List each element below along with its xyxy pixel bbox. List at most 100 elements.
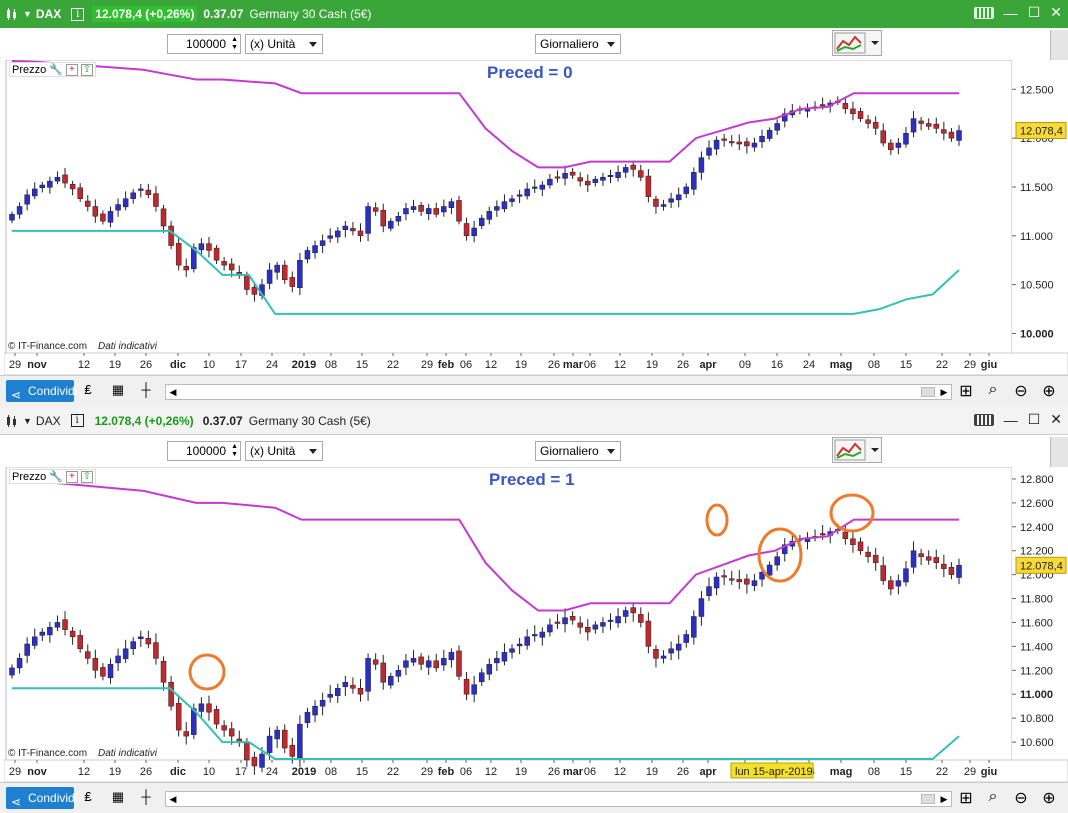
candle-body bbox=[638, 614, 644, 623]
minimize-icon[interactable]: — bbox=[1003, 411, 1018, 428]
calculator-icon[interactable]: ▦ bbox=[111, 382, 125, 397]
candle-body bbox=[122, 648, 129, 660]
scroll-right-icon[interactable]: ▶ bbox=[940, 794, 948, 804]
zoom-auto-icon[interactable]: ⌕ bbox=[988, 788, 998, 805]
preced-annotation: Preced = 0 bbox=[487, 63, 573, 82]
info-icon[interactable]: i bbox=[71, 7, 85, 21]
candle-body bbox=[281, 264, 288, 281]
indicators-button[interactable] bbox=[832, 30, 882, 56]
arrow-up-icon[interactable]: ⇧ bbox=[80, 470, 93, 483]
zoom-out-icon[interactable]: ⊖ bbox=[1014, 383, 1028, 400]
scroll-thumb[interactable] bbox=[921, 794, 935, 804]
candle-body bbox=[335, 230, 341, 238]
candle-body bbox=[251, 756, 258, 767]
zoom-out-icon[interactable]: ⊖ bbox=[1014, 790, 1028, 807]
zoom-in-icon[interactable]: ⊕ bbox=[1042, 383, 1056, 400]
close-icon[interactable]: ✕ bbox=[1050, 4, 1062, 20]
candle-body bbox=[683, 634, 690, 643]
share-button[interactable]: ⋖ Condividi bbox=[6, 787, 77, 809]
wrench-icon[interactable]: 🔧 bbox=[49, 64, 63, 76]
currency-icon[interactable]: ₤ bbox=[84, 382, 92, 397]
x-tick-label: 12 bbox=[614, 359, 626, 371]
indicators-button[interactable] bbox=[832, 437, 882, 463]
zoom-fit-icon[interactable]: ⊞ bbox=[959, 790, 973, 807]
x-tick-label: 19 bbox=[515, 766, 527, 778]
x-tick-label: 22 bbox=[387, 766, 399, 778]
timeframe-select[interactable]: Giornaliero bbox=[535, 34, 621, 54]
scroll-left-icon[interactable]: ◀ bbox=[169, 794, 177, 804]
chevron-down-icon[interactable]: ▼ bbox=[23, 9, 32, 19]
unit-select[interactable]: (x) Unità bbox=[245, 34, 323, 54]
scroll-thumb[interactable] bbox=[921, 387, 935, 397]
quantity-input[interactable]: 100000 ▲ ▼ bbox=[167, 34, 241, 54]
calculator-icon[interactable]: ▦ bbox=[111, 789, 125, 804]
maximize-icon[interactable]: ☐ bbox=[1027, 4, 1041, 20]
copyright-label: © IT-Finance.com bbox=[8, 748, 87, 759]
x-tick-label: dic bbox=[170, 359, 186, 371]
chart-canvas[interactable]: 12.80012.60012.40012.20012.00011.80011.6… bbox=[3, 466, 1068, 783]
candle-body bbox=[903, 133, 909, 145]
unit-select[interactable]: (x) Unità bbox=[245, 441, 323, 461]
y-tick-label: 11.600 bbox=[1020, 617, 1053, 629]
currency-icon[interactable]: ₤ bbox=[84, 789, 92, 804]
horizontal-scrollbar[interactable]: ◀ ▶ bbox=[165, 384, 952, 400]
x-tick-label: 12 bbox=[78, 359, 90, 371]
candle-body bbox=[888, 142, 894, 151]
x-tick-label: 26 bbox=[140, 359, 152, 371]
side-panel-toggle[interactable] bbox=[1050, 437, 1068, 467]
side-panel-toggle[interactable] bbox=[1050, 30, 1068, 60]
scroll-left-icon[interactable]: ◀ bbox=[169, 387, 177, 397]
quantity-input[interactable]: 100000 ▲ ▼ bbox=[167, 441, 241, 461]
price-chart[interactable]: 12.500 12.000 11.500 11.000 10.500 10.000 29 no… bbox=[3, 59, 1068, 376]
share-button[interactable]: ⋖ Condividi bbox=[6, 380, 77, 402]
minimize-icon[interactable]: — bbox=[1003, 4, 1018, 21]
add-indicator-icon[interactable]: + bbox=[65, 470, 78, 483]
candle-body bbox=[357, 230, 364, 237]
bar-type-icon[interactable]: ┼ bbox=[141, 382, 151, 397]
window-titlebar[interactable]: ▼ DAX i 12.078,4 (+0,26%) 0.37.07 German… bbox=[0, 0, 1068, 28]
arrow-up-icon[interactable]: ⇧ bbox=[80, 63, 93, 76]
y-tick-label: 11.500 bbox=[1020, 182, 1053, 194]
candle-body bbox=[721, 138, 727, 141]
candle-body bbox=[463, 678, 470, 695]
x-tick-label: 12 bbox=[485, 766, 497, 778]
wrench-icon[interactable]: 🔧 bbox=[49, 471, 63, 483]
x-tick-label: mag bbox=[830, 359, 853, 371]
zoom-fit-icon[interactable]: ⊞ bbox=[959, 383, 973, 400]
candle-body bbox=[160, 208, 167, 227]
chevron-down-icon bbox=[309, 42, 317, 47]
close-icon[interactable]: ✕ bbox=[1050, 411, 1062, 427]
keyboard-icon[interactable] bbox=[973, 6, 994, 19]
maximize-icon[interactable]: ☐ bbox=[1027, 411, 1041, 427]
candle-body bbox=[577, 177, 583, 182]
x-tick-label: 22 bbox=[387, 359, 399, 371]
candle-body bbox=[819, 104, 826, 107]
candle-body bbox=[819, 533, 826, 536]
lower-channel-line bbox=[12, 687, 960, 760]
y-tick-label: 10.600 bbox=[1020, 737, 1054, 749]
timeframe-select[interactable]: Giornaliero bbox=[535, 441, 621, 461]
horizontal-scrollbar[interactable]: ◀ ▶ bbox=[165, 791, 952, 807]
stepper-icon[interactable]: ▲ ▼ bbox=[231, 36, 238, 51]
window-titlebar[interactable]: ▼ DAX i 12.078,4 (+0,26%) 0.37.07 German… bbox=[0, 407, 1068, 435]
stepper-icon[interactable]: ▲ ▼ bbox=[231, 443, 238, 458]
chevron-down-icon[interactable]: ▼ bbox=[23, 415, 32, 426]
candle-body bbox=[721, 575, 727, 578]
info-icon[interactable]: i bbox=[70, 414, 84, 427]
candle-body bbox=[751, 142, 758, 148]
zoom-auto-icon[interactable]: ⌕ bbox=[988, 381, 998, 398]
bar-type-icon[interactable]: ┼ bbox=[141, 789, 151, 804]
keyboard-icon[interactable] bbox=[973, 413, 994, 426]
scroll-right-icon[interactable]: ▶ bbox=[940, 387, 948, 397]
candle-body bbox=[92, 206, 99, 217]
price-chart[interactable]: 12.800 12.600 12.400 12.200 12.000 11.800 11.6… bbox=[3, 466, 1068, 783]
candle-body bbox=[494, 206, 500, 211]
candle-body bbox=[418, 205, 424, 212]
zoom-in-icon[interactable]: ⊕ bbox=[1042, 790, 1056, 807]
x-tick-label: apr bbox=[699, 766, 717, 778]
add-indicator-icon[interactable]: + bbox=[65, 63, 78, 76]
candle-body bbox=[54, 176, 61, 182]
candle-body bbox=[69, 183, 76, 190]
candle-body bbox=[895, 580, 902, 587]
